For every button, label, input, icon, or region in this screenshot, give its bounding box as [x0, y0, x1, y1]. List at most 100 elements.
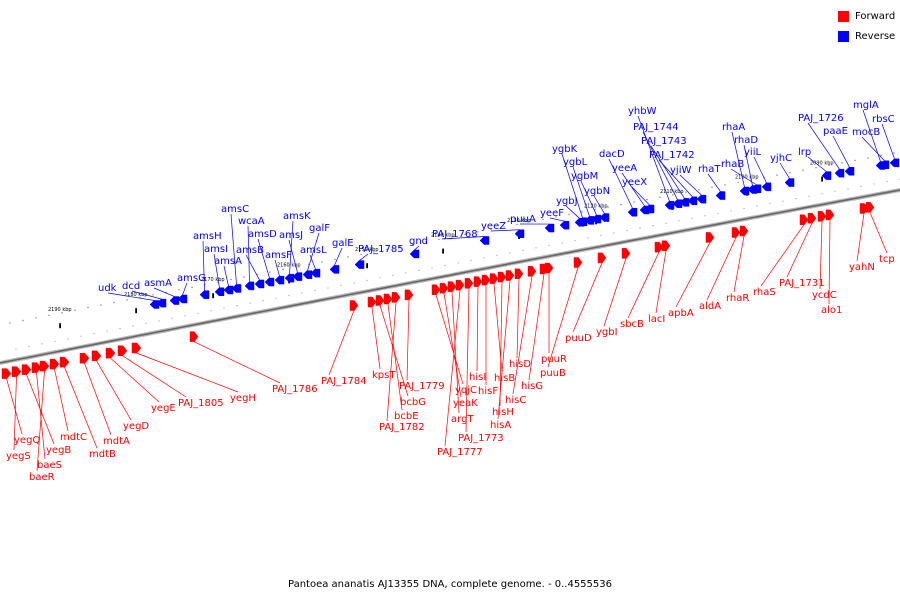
track-dot	[646, 198, 648, 201]
track-dot	[561, 242, 563, 244]
gene-label-yeex: yeeX	[622, 177, 647, 188]
gene-label-yegs: yegS	[6, 451, 31, 462]
leader-mdtb	[64, 367, 98, 449]
track-dot	[574, 239, 576, 242]
gene-arrow-laci	[661, 240, 671, 252]
track-dot	[464, 233, 466, 236]
gene-label-asma: asmA	[144, 278, 172, 289]
leader-yegs	[13, 376, 17, 451]
track-dot	[158, 320, 160, 322]
gene-arrow-baes	[31, 362, 42, 373]
gene-label-amsg: amsG	[177, 273, 206, 284]
gene-arrow-hish	[497, 271, 507, 283]
scale-tick	[212, 293, 214, 299]
gene-arrow-rbsc	[889, 158, 900, 168]
gene-arrow-mdtc	[49, 358, 60, 370]
leader-amsd	[257, 238, 270, 279]
gene-label-rhad: rhaD	[734, 135, 758, 146]
track-dot	[379, 277, 381, 279]
track-dot	[22, 319, 24, 322]
leader-paae	[832, 135, 850, 168]
track-dot	[470, 259, 472, 261]
track-dot	[594, 208, 596, 211]
gene-arrow-paj-1784	[349, 300, 359, 311]
gene-arrow-yeef	[559, 220, 570, 230]
gene-label-yegq: yegQ	[14, 435, 40, 446]
gene-arrow-hisi	[473, 276, 483, 287]
gene-label-paj-1744: PAJ_1744	[633, 122, 679, 133]
gene-label-paj-1805: PAJ_1805	[178, 398, 224, 409]
gene-label-hisg: hisG	[521, 381, 543, 392]
scale-tick	[442, 248, 444, 254]
gene-label-gale: galE	[332, 238, 354, 249]
leader-ygbl	[572, 166, 590, 217]
leader-amsj	[288, 239, 298, 273]
genome-caption: Pantoea ananatis AJ13355 DNA, complete g…	[288, 579, 612, 590]
track-dot	[145, 322, 147, 324]
gene-arrow-puud	[597, 252, 607, 264]
gene-arrow-paj-1782	[391, 292, 401, 303]
legend-reverse: Reverse	[838, 29, 895, 43]
gene-arrow-amsh	[199, 290, 210, 299]
gene-label-yeak: yeaK	[453, 398, 478, 409]
gene-label-baes: baeS	[37, 460, 62, 471]
gene-arrow-paj-1726	[834, 168, 845, 178]
track-dot	[678, 220, 680, 222]
track-dot	[821, 193, 823, 195]
leader-yeak	[443, 293, 462, 398]
gene-label-yiil: yiiL	[744, 147, 761, 158]
gene-label-rhab: rhaB	[721, 159, 744, 170]
gene-label-argt: argT	[451, 414, 474, 425]
leader-rhaa	[731, 131, 745, 188]
scale-tick	[135, 308, 137, 314]
gene-label-alo1: alo1	[821, 305, 842, 316]
track-dot	[665, 222, 667, 224]
scale-label: 2120 kbp	[584, 203, 608, 209]
gene-arrow-bcbg	[375, 295, 385, 306]
leader-lrp	[807, 156, 827, 172]
leader-yegd	[96, 360, 132, 421]
gene-arrow-udk	[149, 300, 160, 309]
legend-forward: Forward	[838, 9, 895, 23]
track-dot	[854, 159, 856, 162]
track-dot	[171, 317, 173, 319]
gene-label-mdta: mdtA	[103, 436, 130, 447]
track-dot	[340, 284, 342, 286]
leader-argt	[451, 291, 460, 414]
gene-arrow-yegs	[11, 366, 22, 377]
gene-label-amsf: amsF	[265, 250, 292, 261]
scale-label: 2130 kbp	[507, 218, 531, 224]
gene-label-yegb: yegB	[46, 445, 71, 456]
leader-ygbi	[603, 258, 627, 327]
gene-label-alda: aldA	[699, 301, 721, 312]
gene-arrow-rhaa	[739, 186, 750, 196]
scale-label: 2110 kbp	[660, 189, 684, 195]
track-dot	[639, 227, 641, 229]
gene-arrow-paj-1731	[807, 212, 817, 224]
leader-amsb	[245, 254, 260, 281]
leader-ygbk	[561, 153, 583, 218]
gene-label-paj-1779: PAJ_1779	[399, 381, 445, 392]
gene-arrow-mdta	[79, 352, 90, 364]
scale-label: 2160 kbp	[277, 262, 301, 268]
gene-arrow-rhas	[799, 214, 809, 225]
leader-alda	[706, 237, 737, 301]
track-dot	[327, 287, 329, 289]
leader-rbsc	[881, 123, 895, 159]
track-dot	[860, 185, 862, 187]
gene-arrow-wcaa	[244, 281, 255, 291]
gene-label-yege: yegE	[151, 403, 176, 414]
gene-arrow-apba	[705, 232, 715, 243]
scale-tick	[821, 176, 823, 182]
track-dot	[48, 314, 50, 316]
gene-arrow-amsg	[177, 294, 188, 304]
leader-paj-1768	[441, 236, 485, 240]
legend-forward-label: Forward	[855, 10, 896, 22]
track-dot	[691, 217, 693, 219]
scale-label: 2190 kbp	[48, 307, 72, 313]
gene-arrow-galf	[302, 270, 313, 279]
track-dot	[61, 312, 63, 314]
track-dot	[867, 157, 869, 159]
gene-label-hish: hisH	[492, 407, 514, 418]
track-dot	[698, 189, 700, 191]
